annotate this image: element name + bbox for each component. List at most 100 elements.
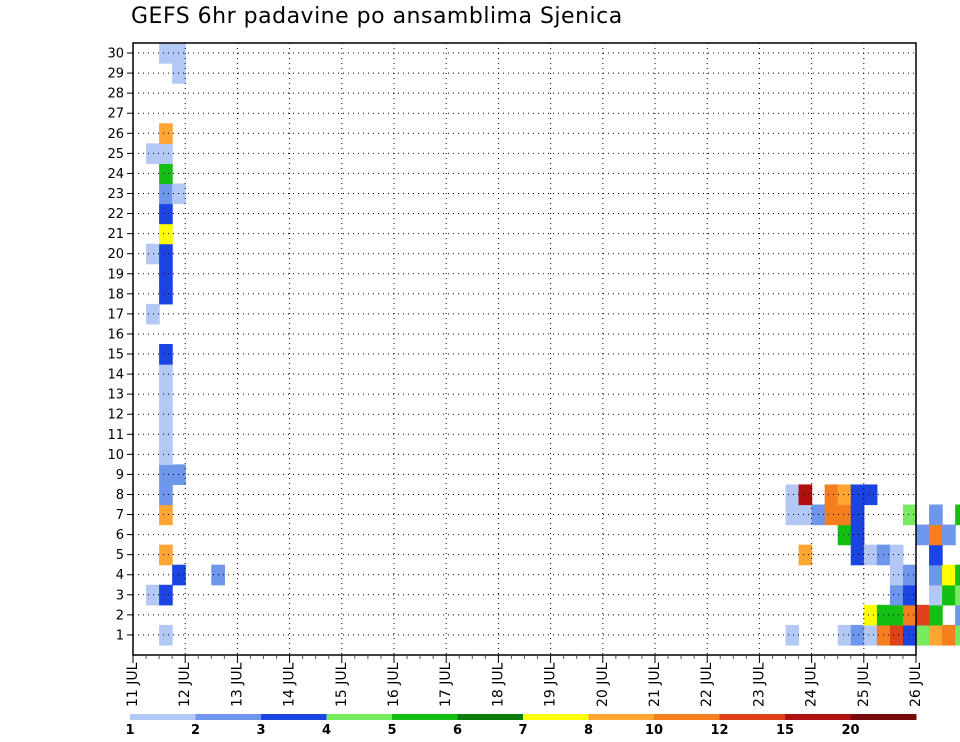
data-cell xyxy=(929,544,943,566)
data-cell xyxy=(159,343,173,365)
data-cell xyxy=(146,143,160,164)
y-tick-label: 26 xyxy=(107,127,124,142)
y-tick-label: 9 xyxy=(116,468,124,483)
y-tick-label: 20 xyxy=(107,247,124,262)
data-cell xyxy=(955,564,960,586)
data-cell xyxy=(159,384,173,405)
y-tick-label: 25 xyxy=(107,147,124,162)
data-cell xyxy=(955,504,960,526)
data-cell xyxy=(159,424,173,445)
y-tick-label: 10 xyxy=(107,448,124,463)
y-tick-label: 6 xyxy=(116,528,124,543)
colorbar-label: 1 xyxy=(125,723,134,738)
data-cell xyxy=(159,223,173,245)
data-cell xyxy=(159,444,173,465)
colorbar-label: 10 xyxy=(645,723,663,738)
data-cell xyxy=(850,484,865,506)
x-tick-label: 16 JUL xyxy=(386,662,402,707)
y-tick-label: 28 xyxy=(107,87,124,102)
data-cell xyxy=(824,504,839,526)
data-cell xyxy=(159,484,173,506)
data-cell xyxy=(159,584,173,606)
data-cell xyxy=(785,504,800,526)
data-cell xyxy=(863,624,878,646)
colorbar-segment xyxy=(850,714,917,720)
y-tick-label: 7 xyxy=(116,508,124,523)
data-cell xyxy=(837,504,852,526)
y-tick-label: 11 xyxy=(107,428,124,443)
y-tick-label: 14 xyxy=(107,368,124,383)
y-tick-label: 8 xyxy=(116,488,124,503)
colorbar-segment xyxy=(130,714,196,720)
y-tick-label: 22 xyxy=(107,207,124,222)
y-tick-label: 1 xyxy=(116,628,124,643)
colorbar-label: 12 xyxy=(710,723,728,738)
y-tick-label: 12 xyxy=(107,408,124,423)
colorbar-label: 15 xyxy=(776,723,794,738)
data-cell xyxy=(929,524,943,546)
colorbar-label: 20 xyxy=(841,723,859,738)
data-cell xyxy=(902,624,917,646)
data-cell xyxy=(824,484,839,506)
data-cell xyxy=(929,624,943,646)
data-cell xyxy=(850,524,865,546)
data-cell xyxy=(159,43,173,64)
y-tick-label: 30 xyxy=(107,47,124,62)
data-cell xyxy=(146,303,160,325)
x-tick-label: 15 JUL xyxy=(334,662,350,707)
colorbar-segment xyxy=(326,714,393,720)
data-cell xyxy=(929,604,943,626)
colorbar-label: 7 xyxy=(518,723,527,738)
data-cell xyxy=(159,263,173,285)
data-cell xyxy=(159,544,173,566)
data-cell xyxy=(798,484,813,506)
colorbar-segment xyxy=(392,714,458,720)
y-tick-label: 17 xyxy=(107,307,124,322)
data-cell xyxy=(902,604,917,626)
colorbar-label: 4 xyxy=(322,723,331,738)
y-tick-label: 29 xyxy=(107,67,124,82)
data-cell xyxy=(798,504,813,526)
x-tick-label: 17 JUL xyxy=(438,662,454,707)
colorbar-segment xyxy=(785,714,851,720)
data-cell xyxy=(955,604,960,626)
y-tick-label: 23 xyxy=(107,187,124,202)
data-cell xyxy=(942,524,956,546)
colorbar-segment xyxy=(654,714,720,720)
data-cell xyxy=(929,504,943,526)
x-tick-label: 26 JUL xyxy=(908,662,924,707)
y-tick-label: 2 xyxy=(116,608,124,623)
data-cell xyxy=(863,484,878,506)
data-cell xyxy=(942,584,956,606)
x-tick-label: 13 JUL xyxy=(229,662,245,707)
colorbar-segment xyxy=(261,714,327,720)
data-cell xyxy=(955,624,960,646)
data-cell xyxy=(837,624,852,646)
data-cell xyxy=(850,504,865,526)
data-cell xyxy=(159,364,173,385)
y-tick-label: 13 xyxy=(107,388,124,403)
x-tick-label: 14 JUL xyxy=(282,662,298,707)
x-tick-label: 12 JUL xyxy=(177,662,193,707)
data-cell xyxy=(146,584,160,606)
data-cell xyxy=(159,243,173,265)
colorbar-segment xyxy=(523,714,589,720)
colorbar-label: 3 xyxy=(256,723,265,738)
y-tick-label: 4 xyxy=(116,568,124,583)
x-tick-label: 24 JUL xyxy=(804,662,820,707)
data-cell xyxy=(916,624,930,646)
data-cell xyxy=(159,123,173,144)
data-cell xyxy=(785,484,800,506)
colorbar-segment xyxy=(457,714,524,720)
colorbar-label: 5 xyxy=(387,723,396,738)
y-tick-label: 5 xyxy=(116,548,124,563)
data-cell xyxy=(902,564,917,586)
y-tick-label: 16 xyxy=(107,327,124,342)
data-cell xyxy=(889,564,904,586)
data-cell xyxy=(159,163,173,185)
data-cell xyxy=(889,584,904,606)
data-cell xyxy=(863,544,878,566)
colorbar-segment xyxy=(195,714,262,720)
x-tick-label: 22 JUL xyxy=(699,662,715,707)
colorbar-label: 2 xyxy=(191,723,200,738)
